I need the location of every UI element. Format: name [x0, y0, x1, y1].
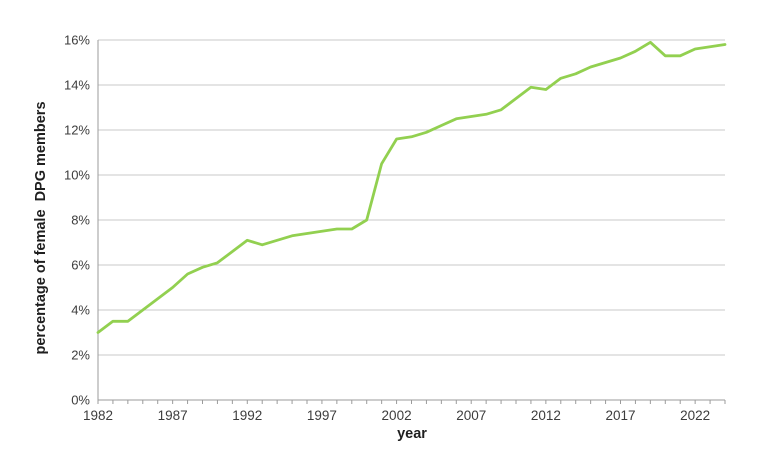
data-series-line — [96, 40, 727, 334]
y-tick-label: 8% — [71, 213, 90, 228]
x-tick-label: 2017 — [605, 408, 635, 423]
y-tick-label: 2% — [71, 348, 90, 363]
x-tick-label: 2012 — [531, 408, 561, 423]
y-tick-label: 14% — [64, 78, 90, 93]
y-tick-label: 4% — [71, 303, 90, 318]
y-axis-title: percentage of female DPG members — [33, 101, 49, 355]
y-tick-label: 6% — [71, 258, 90, 273]
y-tick-label: 10% — [64, 168, 90, 183]
x-axis-title: year — [397, 426, 427, 442]
x-tick-label: 1987 — [158, 408, 188, 423]
x-tick-label: 1992 — [232, 408, 262, 423]
x-tick-label: 2022 — [680, 408, 710, 423]
x-tick-label: 2007 — [456, 408, 486, 423]
x-tick-label: 1997 — [307, 408, 337, 423]
y-tick-label: 0% — [71, 393, 90, 408]
y-tick-label: 12% — [64, 123, 90, 138]
x-tick-label: 2002 — [382, 408, 412, 423]
y-tick-label: 16% — [64, 33, 90, 48]
x-tick-label: 1982 — [83, 408, 113, 423]
